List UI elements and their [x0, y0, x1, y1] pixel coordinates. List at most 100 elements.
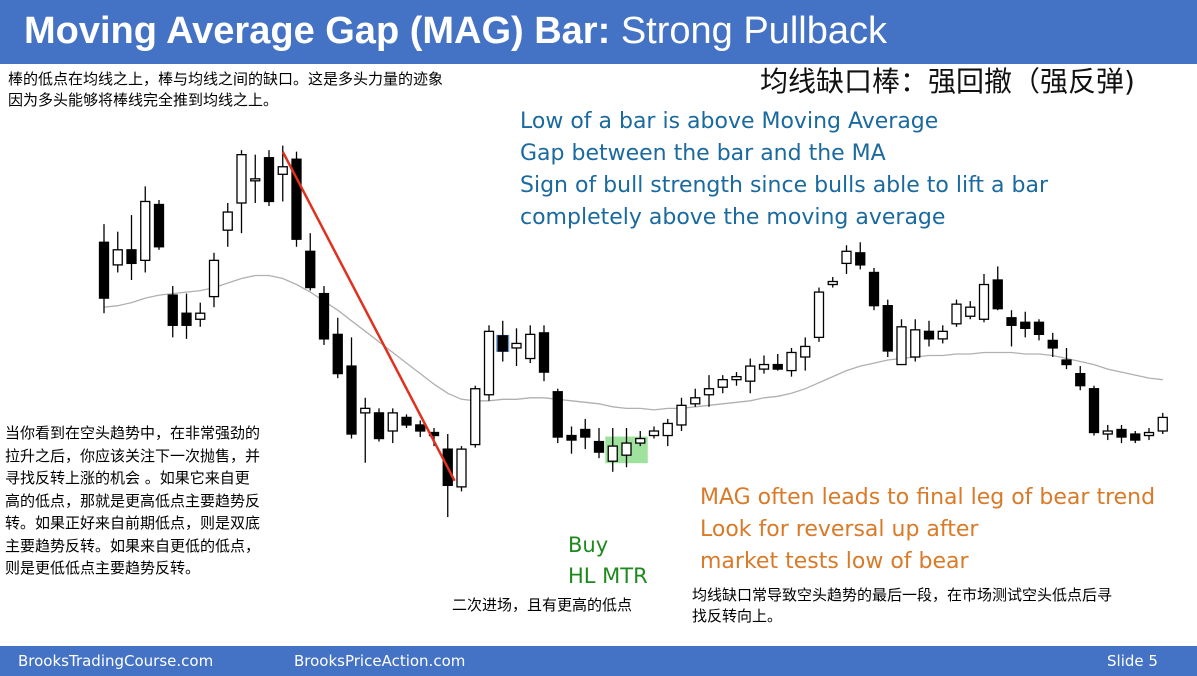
- bear-candle: [373, 412, 385, 440]
- bull-candle: [896, 326, 907, 366]
- bull-candle: [387, 412, 398, 432]
- bear-candle: [497, 335, 508, 352]
- top-left-note: 棒的低点在均线之上，棒与均线之间的缺口。这是多头力量的迹象 因为多头能够将棒线完…: [8, 69, 443, 111]
- bear-candle: [923, 330, 935, 340]
- bear-candle: [167, 294, 178, 326]
- bear-candle: [153, 203, 165, 248]
- bull-candle: [635, 437, 646, 444]
- bull-candle: [621, 442, 632, 456]
- left-note-line: 高的低点，那就是更高低点主要趋势反: [5, 491, 261, 510]
- bull-candle: [827, 280, 838, 286]
- bull-candle: [483, 330, 495, 396]
- bear-candle: [593, 440, 605, 453]
- bull-candle: [470, 388, 481, 446]
- bear-candle: [992, 279, 1003, 310]
- bear-candle: [1047, 339, 1058, 349]
- bear-candle: [1006, 317, 1017, 326]
- bear-candle: [1061, 359, 1072, 366]
- orange-note-line: Look for reversal up after: [700, 517, 979, 542]
- bull-candle: [277, 166, 288, 175]
- footer-link-trading-course[interactable]: BrooksTradingCourse.com: [18, 652, 214, 670]
- bear-candle: [580, 428, 591, 438]
- left-note-line: 转。如果正好来自前期低点，则是双底: [5, 514, 261, 532]
- bottom-right-note-line: 均线缺口常导致空头趋势的最后一段，在市场测试空头低点后寻: [692, 586, 1113, 604]
- bear-candle: [855, 252, 866, 266]
- top-left-note-line: 因为多头能够将棒线完全推到均线之上。: [8, 91, 279, 109]
- bear-candle: [415, 424, 426, 432]
- candlestick-chart: [98, 145, 1168, 518]
- bull-candle: [360, 407, 371, 414]
- bear-candle: [552, 391, 563, 438]
- bull-candle: [195, 312, 206, 320]
- bull-candle: [1157, 416, 1168, 432]
- mag-definition-line: Low of a bar is above Moving Average: [520, 109, 939, 134]
- bull-candle: [910, 329, 921, 358]
- footer-link-price-action[interactable]: BrooksPriceAction.com: [294, 652, 466, 670]
- bear-candle: [332, 333, 343, 375]
- bear-candle: [305, 250, 316, 289]
- bull-candle: [511, 342, 522, 349]
- left-note: 当你看到在空头趋势中，在非常强劲的 拉升之后，你应该关注下一次抛售，并 寻找反转…: [5, 422, 260, 580]
- title-bold: Moving Average Gap (MAG) Bar:: [24, 10, 611, 52]
- bull-candle: [690, 397, 701, 405]
- top-left-note-line: 棒的低点在均线之上，棒与均线之间的缺口。这是多头力量的迹象: [8, 70, 444, 88]
- bull-candle: [208, 259, 220, 298]
- bear-candle: [263, 157, 275, 203]
- bear-candle: [346, 365, 357, 435]
- mag-definition-line: completely above the moving average: [520, 205, 946, 230]
- title-normal: Strong Pullback: [610, 10, 887, 52]
- bull-candle: [112, 249, 123, 266]
- green-note-line: Buy: [568, 533, 609, 557]
- bull-candle: [525, 333, 536, 360]
- mag-final-leg-note: MAG often leads to final leg of bear tre…: [700, 482, 1155, 578]
- moving-average-line: [103, 274, 1163, 411]
- bull-candle: [140, 200, 151, 262]
- bull-candle: [676, 404, 687, 426]
- bear-candle: [538, 332, 550, 373]
- bull-candle: [758, 363, 770, 370]
- mag-definition-note: Low of a bar is above Moving Average Gap…: [520, 106, 1048, 234]
- bear-candle: [1020, 321, 1031, 329]
- mag-definition-line: Sign of bull strength since bulls able t…: [520, 173, 1049, 198]
- bear-candle: [291, 158, 302, 240]
- bear-candle: [1116, 428, 1127, 438]
- left-note-line: 寻找反转上涨的机会 。如果它来自更: [5, 469, 250, 487]
- orange-note-line: market tests low of bear: [700, 549, 969, 574]
- bull-candle: [813, 291, 825, 339]
- bottom-right-note: 均线缺口常导致空头趋势的最后一段，在市场测试空头低点后寻 找反转向上。: [692, 585, 1112, 627]
- page-title: Moving Average Gap (MAG) Bar: Strong Pul…: [24, 6, 887, 56]
- bull-candle: [731, 375, 742, 381]
- bull-candle: [648, 430, 660, 437]
- bull-candle: [236, 154, 247, 204]
- left-note-line: 当你看到在空头趋势中，在非常强劲的: [5, 424, 261, 442]
- bull-candle: [1102, 430, 1113, 435]
- bear-candle: [126, 249, 137, 265]
- bull-candle: [951, 303, 962, 325]
- footer-bar: BrooksTradingCourse.com BrooksPriceActio…: [0, 646, 1197, 676]
- bull-candle: [1143, 431, 1155, 437]
- green-note-line: HL MTR: [568, 564, 648, 588]
- bull-candle: [250, 178, 261, 182]
- bull-candle: [841, 250, 852, 265]
- bear-candle: [1075, 372, 1086, 387]
- bear-candle: [882, 305, 893, 352]
- orange-note-line: MAG often leads to final leg of bear tre…: [700, 485, 1156, 510]
- bull-candle: [965, 306, 976, 317]
- bull-candle: [800, 345, 811, 358]
- bear-candle: [318, 292, 330, 340]
- bottom-right-note-line: 找反转向上。: [692, 607, 783, 625]
- left-note-line: 则是更低低点主要趋势反转。: [5, 559, 201, 577]
- bull-candle: [937, 330, 948, 340]
- buy-hl-mtr-label: Buy HL MTR: [568, 530, 648, 592]
- bull-candle: [222, 211, 233, 231]
- bear-candle: [401, 416, 412, 426]
- bear-candle: [1033, 321, 1045, 336]
- bear-candle: [1130, 433, 1141, 441]
- bull-candle: [717, 379, 728, 388]
- bull-candle: [456, 448, 467, 488]
- bear-candle: [868, 271, 880, 307]
- left-note-line: 拉升之后，你应该关注下一次抛售，并: [5, 446, 261, 465]
- bear-candle: [566, 434, 577, 441]
- green-note-cn: 二次进场，且有更高的低点: [452, 596, 633, 614]
- bear-candle: [772, 363, 783, 370]
